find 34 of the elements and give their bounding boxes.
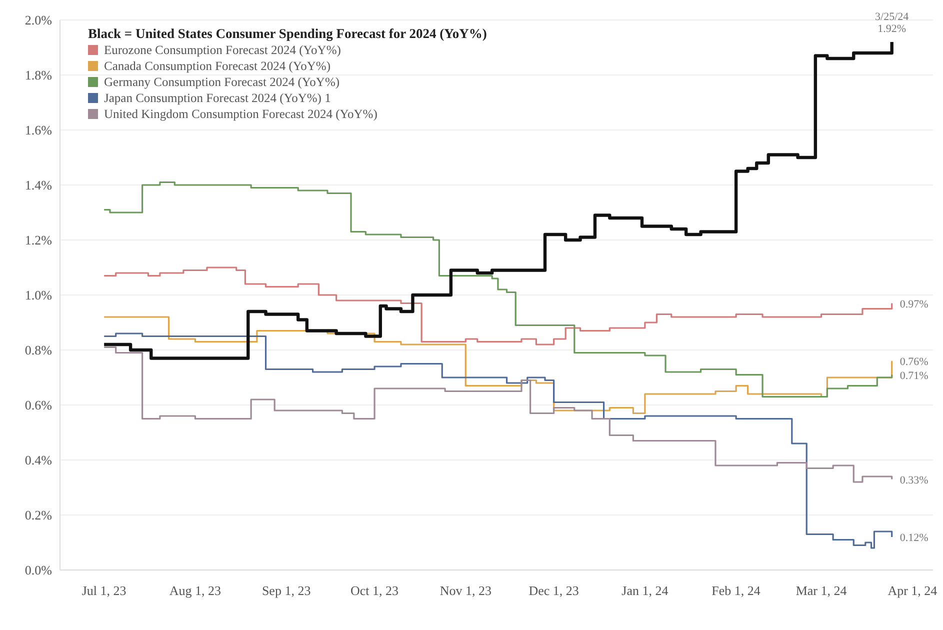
y-tick-label: 0.6% (24, 398, 52, 413)
x-tick-label: Sep 1, 23 (262, 583, 311, 598)
x-tick-label: Dec 1, 23 (528, 583, 579, 598)
annotation: 3/25/24 (875, 11, 910, 23)
legend-label: Eurozone Consumption Forecast 2024 (YoY%) (104, 42, 341, 58)
y-tick-label: 0.4% (24, 452, 52, 468)
y-tick-label: 1.6% (24, 122, 52, 138)
y-tick-label: 1.4% (24, 178, 52, 193)
legend-label: Germany Consumption Forecast 2024 (YoY%) (104, 74, 340, 90)
annotation: 1.92% (878, 23, 906, 35)
x-tick-label: Aug 1, 23 (169, 583, 222, 598)
legend-title: Black = United States Consumer Spending Forecast for 2024 (YoY%) (88, 26, 487, 42)
x-tick-label: Mar 1, 24 (796, 583, 848, 598)
y-tick-label: 1.2% (24, 232, 52, 248)
y-tick-label: 1.8% (24, 68, 52, 83)
x-tick-label: Apr 1, 24 (888, 583, 938, 598)
x-tick-label: Jul 1, 23 (82, 583, 126, 598)
annotation: 0.12% (900, 532, 928, 544)
y-tick-label: 0.0% (24, 562, 52, 578)
legend-label: Canada Consumption Forecast 2024 (YoY%) (104, 58, 330, 74)
legend-label: Japan Consumption Forecast 2024 (YoY%) 1 (104, 90, 331, 106)
annotation: 0.97% (900, 298, 928, 310)
x-tick-label: Oct 1, 23 (350, 583, 399, 598)
annotation: 0.71% (900, 370, 928, 382)
y-tick-label: 1.0% (24, 288, 52, 303)
legend-label: United Kingdom Consumption Forecast 2024 (YoY%) (104, 106, 378, 122)
y-tick-label: 0.8% (24, 342, 52, 358)
x-tick-label: Feb 1, 24 (712, 583, 761, 598)
y-tick-label: 0.2% (24, 508, 52, 523)
x-tick-label: Nov 1, 23 (440, 583, 492, 598)
y-tick-label: 2.0% (24, 12, 52, 28)
annotation: 0.33% (900, 474, 928, 486)
x-tick-label: Jan 1, 24 (622, 583, 669, 598)
annotation: 0.76% (900, 356, 928, 368)
